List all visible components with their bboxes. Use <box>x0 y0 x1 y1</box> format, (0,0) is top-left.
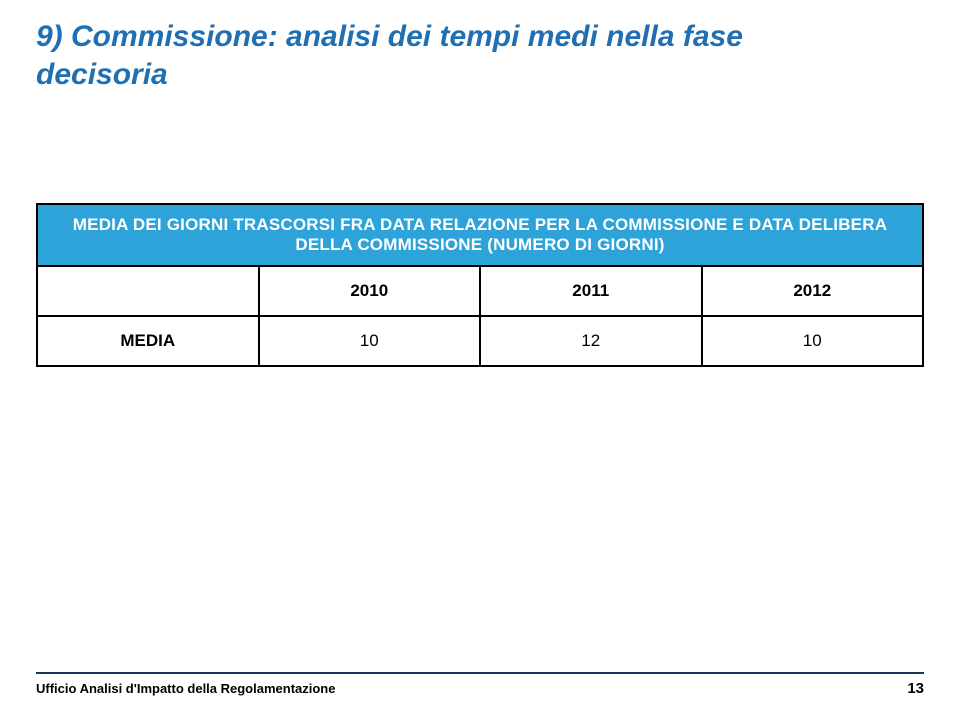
data-cell-2: 10 <box>702 316 924 366</box>
footer-rule <box>36 672 924 674</box>
data-table: MEDIA DEI GIORNI TRASCORSI FRA DATA RELA… <box>36 203 924 367</box>
year-cell-2: 2012 <box>702 266 924 316</box>
slide-page: 9) Commissione: analisi dei tempi medi n… <box>0 0 960 712</box>
footer-text: Ufficio Analisi d'Impatto della Regolame… <box>36 681 335 696</box>
year-cell-0: 2010 <box>259 266 481 316</box>
row-label-cell: MEDIA <box>37 316 259 366</box>
table-header-cell: MEDIA DEI GIORNI TRASCORSI FRA DATA RELA… <box>37 204 923 266</box>
year-cell-1: 2011 <box>480 266 702 316</box>
page-title: 9) Commissione: analisi dei tempi medi n… <box>36 18 924 93</box>
table-container: MEDIA DEI GIORNI TRASCORSI FRA DATA RELA… <box>36 203 924 367</box>
table-header-row: MEDIA DEI GIORNI TRASCORSI FRA DATA RELA… <box>37 204 923 266</box>
table-data-row: MEDIA 10 12 10 <box>37 316 923 366</box>
page-footer: Ufficio Analisi d'Impatto della Regolame… <box>36 672 924 696</box>
table-year-row: 2010 2011 2012 <box>37 266 923 316</box>
footer-row: Ufficio Analisi d'Impatto della Regolame… <box>36 680 924 697</box>
data-cell-0: 10 <box>259 316 481 366</box>
title-line-2: decisoria <box>36 58 168 91</box>
title-line-1: 9) Commissione: analisi dei tempi medi n… <box>36 20 743 53</box>
year-blank-cell <box>37 266 259 316</box>
data-cell-1: 12 <box>480 316 702 366</box>
page-number: 13 <box>907 680 924 697</box>
